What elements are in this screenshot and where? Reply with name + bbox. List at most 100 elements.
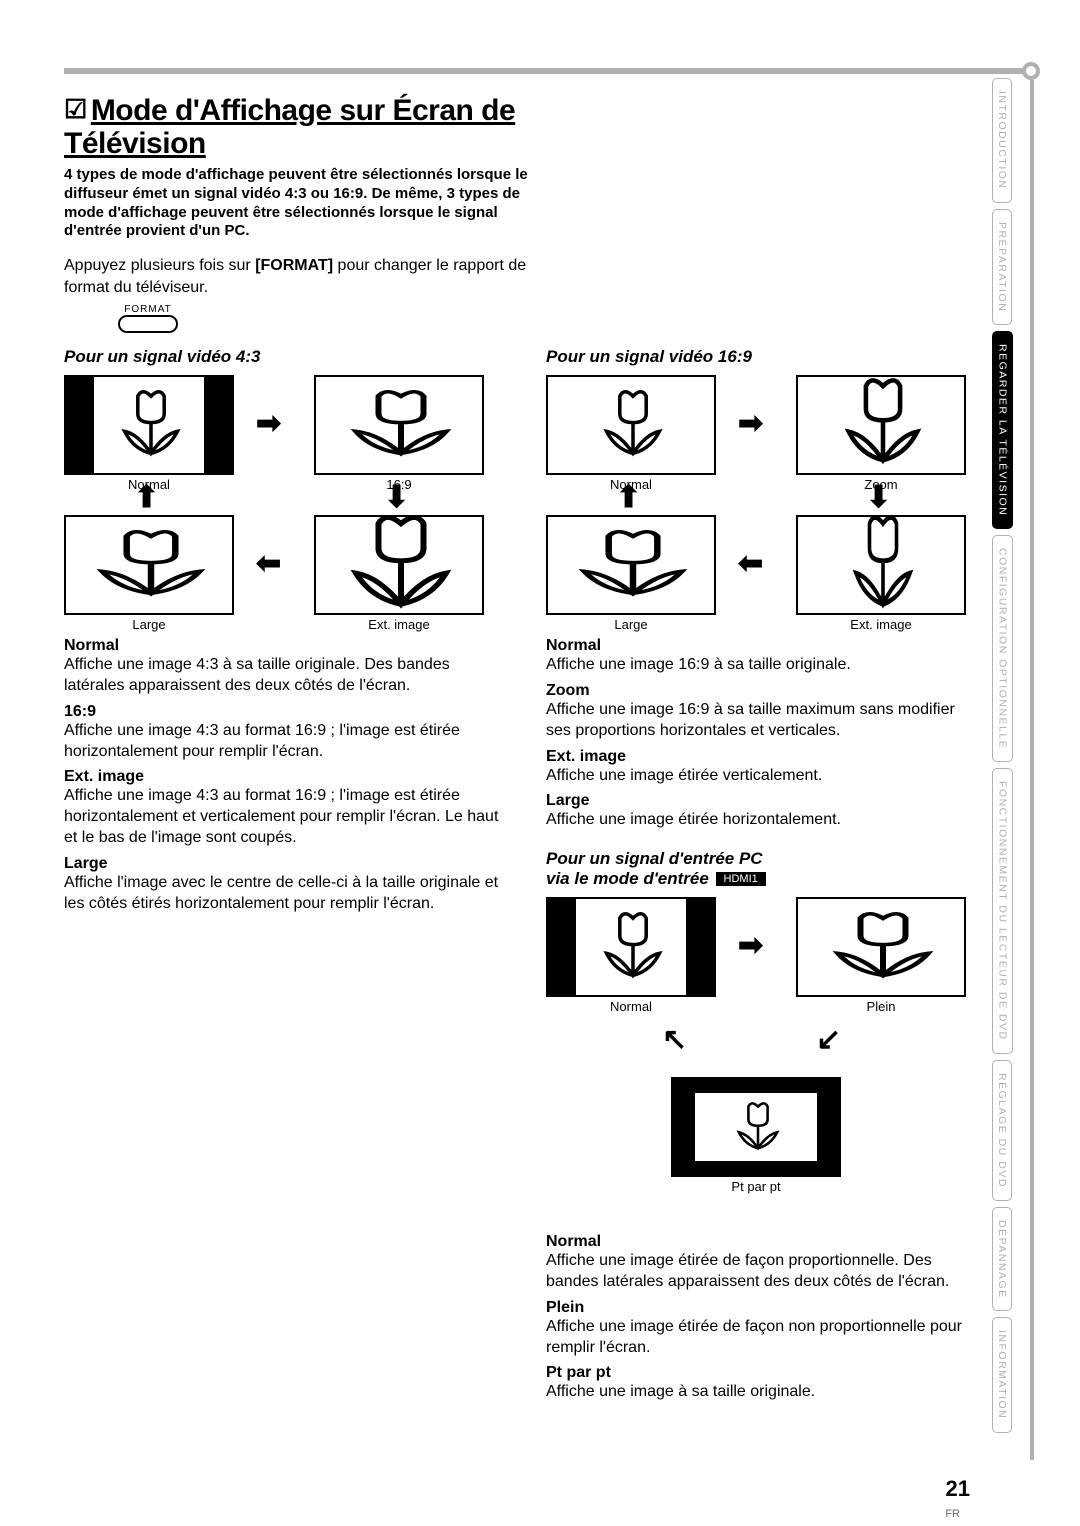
screen-extimage-43 — [314, 515, 484, 615]
screen-plein — [796, 897, 966, 997]
pillarbox — [548, 899, 576, 995]
tab-dvd-settings[interactable]: RÉGLAGE DU DVD — [992, 1060, 1012, 1201]
mode-desc: Affiche une image 4:3 au format 16:9 ; l… — [64, 721, 502, 763]
screen-label: Large — [546, 617, 716, 632]
tulip-icon — [588, 905, 678, 993]
mode-desc: Affiche une image à sa taille originale. — [546, 1382, 984, 1403]
screen-normal-169 — [546, 375, 716, 475]
heading-pc-line1: Pour un signal d'entrée PC — [546, 849, 763, 868]
tab-dvd-functions[interactable]: FONCTIONNEMENT DU LECTEUR DE DVD — [992, 768, 1013, 1054]
mode-name: Ext. image — [64, 768, 502, 786]
page-title: ☑Mode d'Affichage sur Écran de Télévisio… — [64, 94, 984, 160]
column-4-3: Pour un signal vidéo 4:3 Normal 16:9 — [64, 341, 502, 1403]
mode-desc: Affiche une image étirée horizontalement… — [546, 810, 984, 831]
screen-extimage-169 — [796, 515, 966, 615]
mode-desc: Affiche une image étirée de façon propor… — [546, 1251, 984, 1293]
header-dot — [1022, 62, 1040, 80]
mode-name: Large — [546, 792, 984, 810]
format-button-label: FORMAT — [118, 304, 178, 315]
screen-normal-43 — [64, 375, 234, 475]
mode-desc: Affiche une image étirée de façon non pr… — [546, 1317, 984, 1359]
screen-ptparpt — [671, 1077, 841, 1177]
page-content: ☑Mode d'Affichage sur Écran de Télévisio… — [64, 60, 984, 1403]
screen-label: Large — [64, 617, 234, 632]
pillarbox — [204, 377, 232, 473]
letterbox — [673, 1161, 839, 1175]
format-keyword: [FORMAT] — [255, 257, 333, 274]
mode-desc: Affiche une image étirée verticalement. — [546, 766, 984, 787]
tulip-icon — [326, 383, 476, 471]
mode-name: Large — [64, 855, 502, 873]
arrow-down-icon: ⬇ — [384, 483, 409, 513]
tulip-icon — [326, 515, 476, 615]
arrow-left-icon: ⬅ — [256, 549, 281, 579]
mode-name: Plein — [546, 1299, 984, 1317]
mode-nameratio-16-9: 16:9 — [64, 703, 502, 721]
mode-name: Pt par pt — [546, 1364, 984, 1382]
screen-label: Ext. image — [796, 617, 966, 632]
pillarbox — [66, 377, 94, 473]
heading-pc: Pour un signal d'entrée PC via le mode d… — [546, 849, 984, 889]
screen-label: Ext. image — [314, 617, 484, 632]
arrow-upleft-icon: ↖ — [662, 1025, 687, 1055]
letterbox — [673, 1079, 839, 1093]
arrow-left-icon: ⬅ — [738, 549, 763, 579]
arrow-down-icon: ⬇ — [866, 483, 891, 513]
tulip-icon — [588, 383, 678, 471]
tab-configuration[interactable]: CONFIGURATION OPTIONNELLE — [992, 535, 1013, 762]
page-lang: FR — [945, 1508, 960, 1520]
screen-large-43 — [64, 515, 234, 615]
mode-desc: Affiche l'image avec le centre de celle-… — [64, 873, 502, 915]
tulip-icon — [106, 383, 196, 471]
title-line-2: Télévision — [64, 127, 206, 160]
heading-4-3: Pour un signal vidéo 4:3 — [64, 347, 502, 367]
screen-label: Plein — [796, 999, 966, 1014]
mode-list-16-9: Normal Affiche une image 16:9 à sa taill… — [546, 637, 984, 831]
screen-label: Normal — [546, 999, 716, 1014]
mode-list-pc: Normal Affiche une image étirée de façon… — [546, 1233, 984, 1403]
arrow-downleft-icon: ↙ — [816, 1025, 841, 1055]
arrow-up-icon: ⬆ — [616, 483, 641, 513]
instruction-text: Appuyez plusieurs fois sur [FORMAT] pour… — [64, 255, 544, 298]
mode-desc: Affiche une image 4:3 au format 16:9 ; l… — [64, 786, 502, 848]
pillarbox — [686, 899, 714, 995]
intro-text: 4 types de mode d'affichage peuvent être… — [64, 166, 544, 241]
heading-16-9: Pour un signal vidéo 16:9 — [546, 347, 984, 367]
screen-label: Pt par pt — [671, 1179, 841, 1194]
mode-name: Ext. image — [546, 748, 984, 766]
mode-name: Normal — [546, 1233, 984, 1251]
mode-desc: Affiche une image 4:3 à sa taille origin… — [64, 655, 502, 697]
format-button-shape — [118, 315, 178, 333]
screen-169 — [314, 375, 484, 475]
hdmi-badge: HDMI1 — [716, 872, 766, 886]
cycle-diagram-16-9: Normal Zoom Ext. image Large ➡ ⬇ ⬅ ⬆ — [546, 375, 966, 631]
mode-name: Normal — [64, 637, 502, 655]
title-line-1: Mode d'Affichage sur Écran de — [91, 94, 515, 127]
arrow-right-icon: ➡ — [256, 409, 281, 439]
screen-normal-pc — [546, 897, 716, 997]
screen-zoom — [796, 375, 966, 475]
tab-information[interactable]: INFORMATION — [992, 1317, 1012, 1432]
mode-desc: Affiche une image 16:9 à sa taille maxim… — [546, 700, 984, 742]
screen-large-169 — [546, 515, 716, 615]
tulip-icon — [552, 523, 714, 611]
arrow-right-icon: ➡ — [738, 931, 763, 961]
tulip-icon — [808, 905, 958, 993]
cycle-diagram-pc: Normal Plein Pt par pt ➡ ↙ ↖ — [546, 897, 966, 1227]
page-number: 21 — [946, 1476, 970, 1502]
tab-regarder-tv[interactable]: REGARDER LA TÉLÉVISION — [992, 331, 1013, 529]
sidebar-tabs: INTRODUCTION PRÉPARATION REGARDER LA TÉL… — [992, 78, 1020, 1439]
tab-preparation[interactable]: PRÉPARATION — [992, 209, 1012, 325]
tulip-icon — [721, 1097, 795, 1161]
tab-introduction[interactable]: INTRODUCTION — [992, 78, 1012, 203]
tab-troubleshoot[interactable]: DÉPANNAGE — [992, 1207, 1012, 1312]
arrow-right-icon: ➡ — [738, 409, 763, 439]
format-button-illustration: FORMAT — [118, 304, 984, 333]
instruction-pre: Appuyez plusieurs fois sur — [64, 257, 255, 274]
heading-pc-line2: via le mode d'entrée — [546, 869, 709, 888]
side-rule — [1030, 80, 1034, 1460]
tulip-icon — [826, 375, 940, 475]
mode-desc: Affiche une image 16:9 à sa taille origi… — [546, 655, 984, 676]
mode-list-4-3: Normal Affiche une image 4:3 à sa taille… — [64, 637, 502, 914]
mode-name: Normal — [546, 637, 984, 655]
